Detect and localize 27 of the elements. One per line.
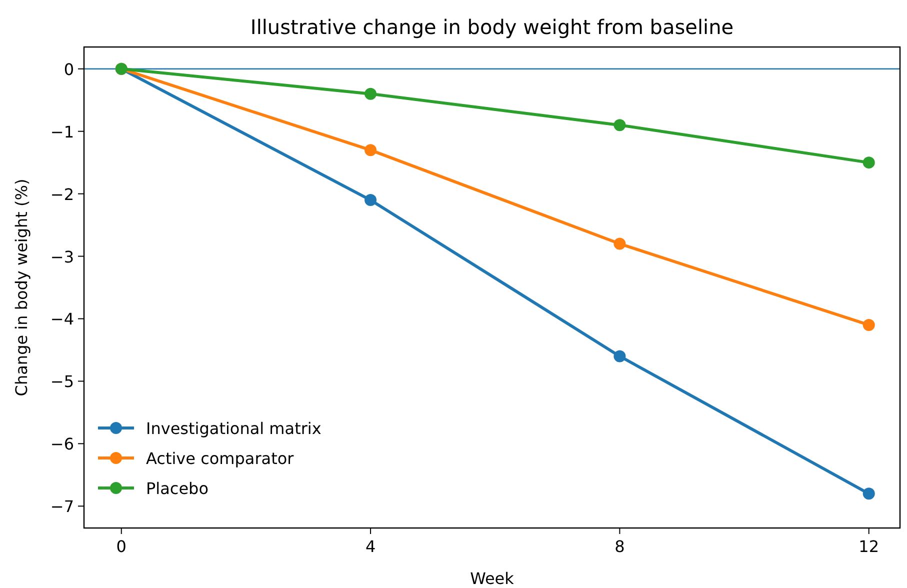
- y-tick-label: −1: [50, 122, 74, 142]
- x-tick-label: 8: [614, 537, 625, 556]
- y-axis-title: Change in body weight (%): [12, 178, 31, 396]
- point: [862, 488, 875, 500]
- point: [614, 350, 626, 362]
- legend-label: Investigational matrix: [146, 419, 322, 438]
- point: [364, 144, 377, 156]
- y-tick-label: −3: [50, 247, 74, 266]
- chart-title: Illustrative change in body weight from baseline: [250, 15, 734, 39]
- y-tick-label: −6: [50, 434, 74, 454]
- point: [364, 88, 377, 100]
- legend-label: Placebo: [146, 479, 208, 498]
- y-tick-label: −4: [50, 310, 74, 329]
- point: [862, 318, 875, 331]
- x-tick-label: 0: [116, 537, 126, 556]
- y-tick-label: −5: [50, 372, 74, 392]
- point: [862, 156, 875, 169]
- legend-label: Active comparator: [146, 449, 294, 468]
- y-tick-label: 0: [64, 60, 74, 79]
- point: [614, 238, 626, 250]
- x-tick-label: 4: [365, 537, 376, 556]
- point: [364, 194, 377, 206]
- x-tick-label: 12: [858, 537, 880, 556]
- x-axis-title: Week: [470, 569, 515, 588]
- y-tick-label: −2: [50, 184, 74, 204]
- y-tick-label: −7: [50, 497, 74, 516]
- point: [614, 119, 626, 132]
